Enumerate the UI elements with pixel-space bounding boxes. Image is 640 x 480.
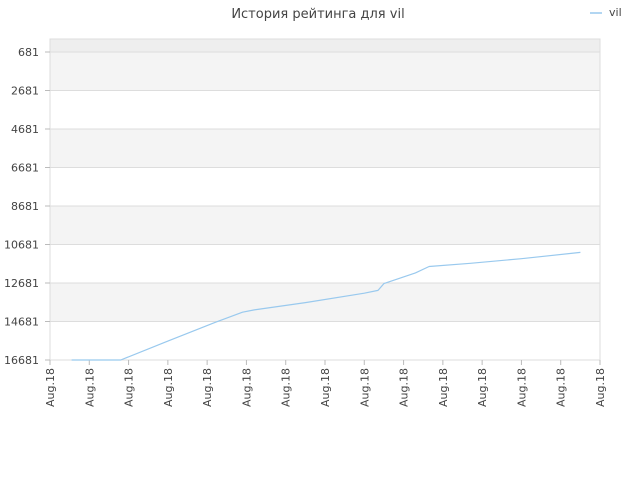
x-tick-label: Aug.18 [201, 368, 214, 407]
plot-band [50, 244, 600, 283]
x-tick-label: Aug.18 [240, 368, 253, 407]
y-tick-label: 681 [18, 46, 39, 59]
x-tick-label: Aug.18 [123, 368, 136, 407]
x-tick-label: Aug.18 [515, 368, 528, 407]
y-tick-label: 6681 [11, 162, 39, 175]
x-tick-label: Aug.18 [555, 368, 568, 407]
x-tick-label: Aug.18 [437, 368, 450, 407]
plot-band [50, 90, 600, 129]
y-tick-label: 12681 [4, 277, 39, 290]
plot-band [50, 206, 600, 245]
x-tick-label: Aug.18 [280, 368, 293, 407]
y-tick-label: 14681 [4, 316, 39, 329]
x-tick-label: Aug.18 [44, 368, 57, 407]
series-line-vil [71, 251, 581, 361]
plot-bands [50, 39, 600, 360]
y-tick-label: 8681 [11, 200, 39, 213]
legend-label-vil: vil [609, 6, 622, 19]
y-tick-label: 2681 [11, 85, 39, 98]
chart-title: История рейтинга для vil [231, 7, 404, 22]
x-tick-label: Aug.18 [83, 368, 96, 407]
x-tick-label: Aug.18 [398, 368, 411, 407]
plot-band [50, 167, 600, 206]
legend: vil [590, 6, 622, 19]
x-tick-label: Aug.18 [594, 368, 607, 407]
y-tick-label: 10681 [4, 239, 39, 252]
y-axis: 681 2681 4681 6681 8681 10681 12681 14681 16681 [4, 46, 50, 367]
y-tick-label: 4681 [11, 123, 39, 136]
plot-band [50, 321, 600, 360]
plot-band [50, 283, 600, 322]
x-tick-label: Aug.18 [358, 368, 371, 407]
plot-band [50, 52, 600, 91]
x-tick-label: Aug.18 [476, 368, 489, 407]
y-tick-label: 16681 [4, 354, 39, 367]
series-layer [71, 251, 581, 361]
x-tick-label: Aug.18 [162, 368, 175, 407]
x-tick-label: Aug.18 [319, 368, 332, 407]
plot-band [50, 129, 600, 168]
x-axis: Aug.18 Aug.18 Aug.18 Aug.18 Aug.18 Aug.18 Aug.… [44, 360, 607, 407]
plot-band [50, 39, 600, 52]
